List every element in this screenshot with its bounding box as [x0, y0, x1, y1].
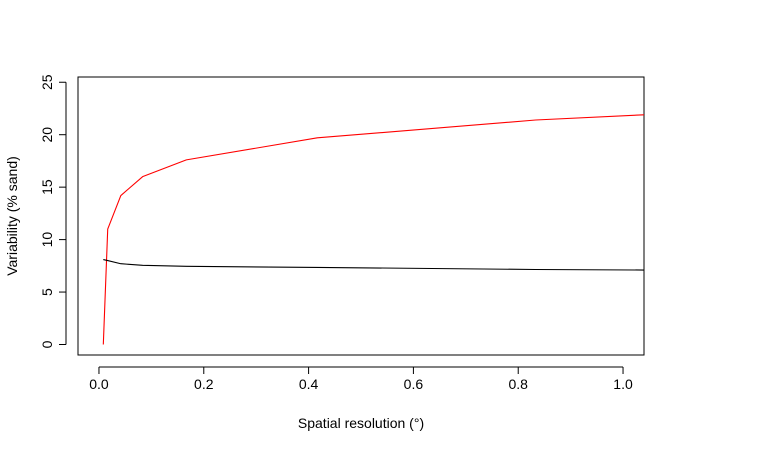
series-line-2 — [103, 259, 645, 271]
x-tick-label: 0.4 — [299, 376, 319, 392]
x-axis-title: Spatial resolution (°) — [298, 415, 424, 431]
series-line-1 — [102, 114, 645, 345]
y-tick-label: 25 — [39, 74, 55, 90]
plot-frame — [77, 76, 645, 356]
x-tick-label: 1.0 — [613, 376, 633, 392]
y-tick-label: 15 — [39, 179, 55, 195]
x-axis: 0.0 0.2 0.4 0.6 0.8 1.0 — [89, 366, 633, 392]
x-tick-label: 0.0 — [89, 376, 109, 392]
y-tick-label: 5 — [39, 288, 55, 296]
x-tick-label: 0.8 — [508, 376, 528, 392]
x-tick-label: 0.6 — [404, 376, 424, 392]
plot-area — [77, 76, 645, 356]
y-tick-label: 0 — [39, 340, 55, 348]
x-tick-label: 0.2 — [194, 376, 214, 392]
y-tick-label: 20 — [39, 127, 55, 143]
y-axis: 0 5 10 15 20 25 — [39, 74, 67, 348]
y-axis-title: Variability (% sand) — [4, 156, 20, 276]
y-tick-label: 10 — [39, 232, 55, 248]
series-layer — [102, 114, 645, 345]
